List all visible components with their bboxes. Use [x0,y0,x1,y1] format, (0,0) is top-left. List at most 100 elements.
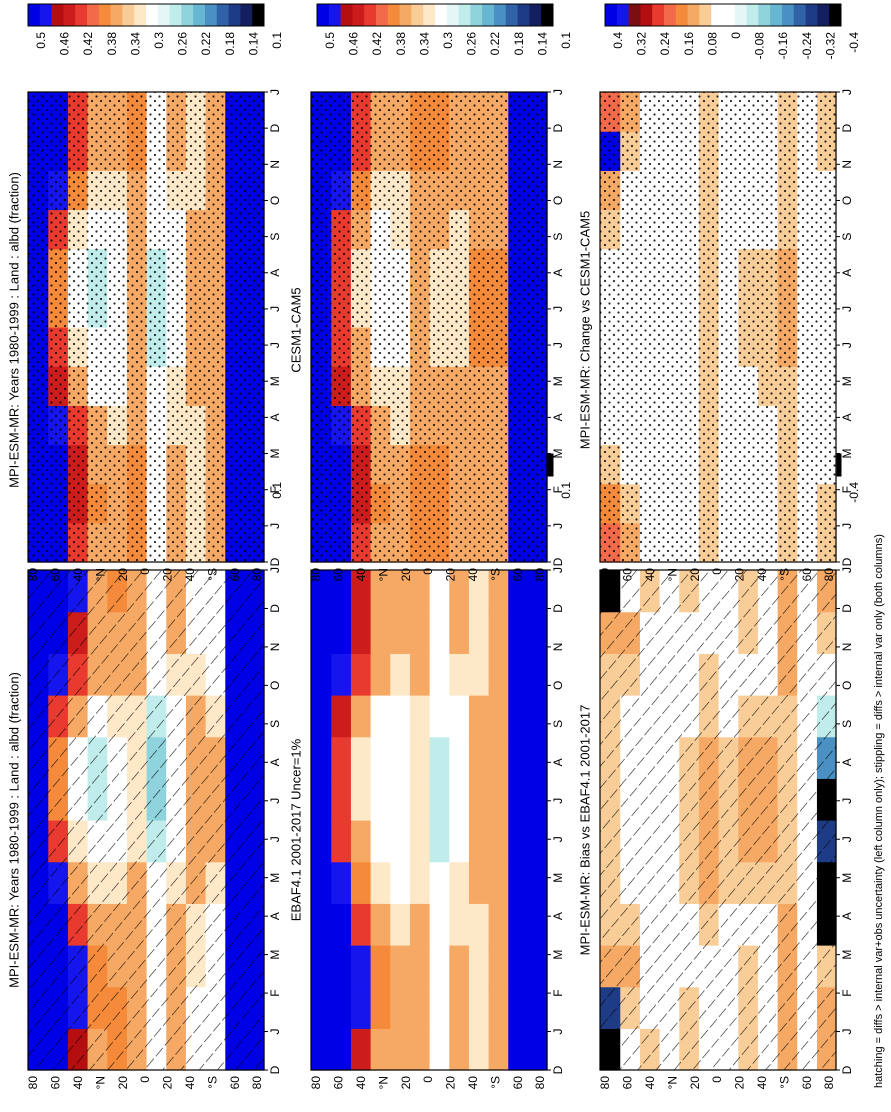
colorbar-swatch [640,4,653,26]
heat-cell [429,611,450,654]
month-tick-label: J [551,523,565,529]
month-tick-label: M [551,950,565,960]
heat-cell [370,986,391,1029]
month-tick-label: M [840,873,854,883]
hatch-overlay [600,570,836,1070]
colorbar-swatch [98,4,112,26]
heat-cell [488,986,509,1029]
colorbar-label: -0.24 [800,32,814,60]
heat-cell [429,736,450,779]
heat-cell [330,903,351,946]
heat-cell [311,945,332,988]
heat-cell [507,611,528,654]
heat-cell [370,1028,391,1071]
colorbar-p6: 0.4 0.32 0.24 0.16 0.08 0 -0.08 -0.16 -0.24 -0.32… [604,3,861,60]
heat-cell [488,1028,509,1071]
month-tick-label: O [840,196,854,205]
colorbar-label: -0.32 [823,32,837,60]
colorbar-label: 0.1 [559,32,573,49]
colorbar-label: 0.1 [270,482,284,499]
lat-tick-label: 20 [116,568,130,582]
month-tick-label: N [840,643,854,652]
heat-cell [389,903,410,946]
month-tick-label: F [268,989,282,996]
heat-cell [488,945,509,988]
month-tick-label: A [268,413,282,421]
month-tick-label: A [268,758,282,766]
colorbar-label: 0.3 [441,32,455,49]
month-tick-label: M [840,449,854,459]
month-tick-label: N [268,643,282,652]
heat-cell [507,903,528,946]
heat-cell [507,820,528,863]
colorbar-swatch [746,4,759,26]
month-tick-label: M [551,873,565,883]
month-tick-label: A [551,269,565,277]
lat-tick-label: 40 [466,1076,480,1090]
heat-cell [370,736,391,779]
footnote-group: hatching = diffs > internal var+obs unce… [873,534,885,1088]
heat-cell [527,820,548,863]
heat-cell [429,778,450,821]
month-tick-label: N [268,160,282,169]
colorbar-swatch [110,4,123,26]
colorbar-label: 0.14 [246,32,260,56]
heat-cell [507,778,528,821]
heat-cell [330,653,351,696]
colorbar-swatch [482,4,495,26]
panel-p4: 80 60 40 °N 20 0 20 40 °S 60 80DJFMAMJJASONDJCESM1… [288,89,565,581]
lat-tick-label: °S [777,1076,791,1089]
colorbar-swatch [817,4,830,26]
heat-cell [370,903,391,946]
lat-tick-label: 60 [800,1076,814,1090]
heat-cell [389,986,410,1029]
colorbar-swatch [411,4,424,26]
lat-tick-label: 0 [138,1076,152,1083]
heat-cell [468,861,489,904]
heat-cell [389,736,410,779]
colorbar-label: 0.42 [81,32,95,56]
heat-cell [330,945,351,988]
month-tick-label: J [268,523,282,529]
lat-tick-label: 60 [332,1076,346,1090]
heat-cell [311,986,332,1029]
colorbar-label: 0.3 [152,32,166,49]
colorbar-swatch [494,4,507,26]
heat-cell [488,736,509,779]
month-tick-label: A [551,758,565,766]
heat-cell [488,820,509,863]
lat-tick-label: 40 [71,568,85,582]
heat-cell [527,861,548,904]
heat-cell [468,736,489,779]
heat-cell [389,570,410,613]
colorbar-swatch [699,4,712,26]
lat-tick-label: 40 [755,1076,769,1090]
heat-cell [468,903,489,946]
heat-cell [448,653,469,696]
heat-cell [488,778,509,821]
colorbar-label: 0.46 [347,32,361,56]
heat-cell [311,611,332,654]
month-tick-label: D [840,604,854,613]
heat-cell [527,778,548,821]
panel-title: EBAF4.1 2001-2017 Uncer=1% [288,738,303,921]
month-tick-label: A [840,413,854,421]
month-tick-label: J [268,836,282,842]
panel-title: MPI-ESM-MR: Years 1980-1999 : Land : alb… [6,172,21,488]
month-tick-label: M [551,376,565,386]
panel-title: MPI-ESM-MR: Years 1980-1999 : Land : alb… [6,672,21,988]
heat-cell [527,1028,548,1071]
colorbar-label: 0.22 [488,32,502,56]
lat-tick-label: 60 [511,568,525,582]
footnote: hatching = diffs > internal var+obs unce… [873,534,885,1088]
month-tick-label: M [268,376,282,386]
colorbar-swatch [252,4,265,26]
heat-cell [311,820,332,863]
heat-cell [429,1028,450,1071]
colorbar-label: 0.26 [465,32,479,56]
hatch-overlay [28,570,264,1070]
lat-tick-label: 40 [643,1076,657,1090]
heat-cell [389,695,410,738]
lat-tick-label: 60 [800,568,814,582]
lat-tick-label: 60 [511,1076,525,1090]
